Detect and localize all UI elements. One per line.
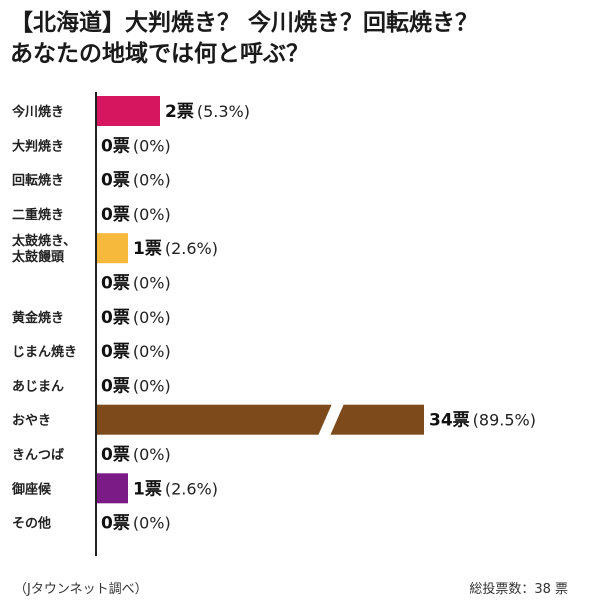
category-label: 太鼓焼き、太鼓饅頭 — [11, 233, 76, 265]
value-label: 1票 (2.6%) — [133, 239, 218, 259]
category-label: 御座候 — [11, 481, 52, 497]
category-label: 黄金焼き — [12, 310, 64, 326]
category-label: その他 — [12, 516, 51, 532]
value-label: 0票 (0%) — [101, 308, 171, 328]
value-label: 0票 (0%) — [101, 205, 171, 225]
value-label: 0票 (0%) — [101, 171, 171, 191]
category-label: おやき — [12, 414, 51, 429]
chart-title-line2: あなたの地域では何と呼ぶ？ — [10, 41, 309, 67]
bar — [96, 404, 424, 435]
source-note: （Jタウンネット調べ） — [14, 582, 148, 597]
category-label: あじまん — [12, 379, 64, 394]
bar — [96, 233, 128, 264]
chart-title: 【北海道】大判焼き？ 今川焼き？回転焼き？ あなたの地域では何と呼ぶ？ — [10, 8, 582, 70]
category-label: 二重焼き — [12, 207, 64, 223]
value-label: 2票 (5.3%) — [165, 102, 250, 122]
value-label: 0票 (0%) — [101, 376, 171, 396]
value-label: 0票 (0%) — [101, 136, 171, 156]
category-label: きんつば — [12, 448, 64, 463]
category-label: 回転焼き — [12, 173, 64, 189]
category-label: 今川焼き — [11, 104, 64, 120]
value-label: 0票 (0%) — [101, 514, 171, 534]
value-label: 0票 (0%) — [101, 342, 171, 362]
total-votes: 総投票数：38 票 — [469, 582, 568, 597]
value-label: 0票 (0%) — [101, 274, 171, 294]
value-label: 1票 (2.6%) — [133, 479, 218, 499]
category-label: じまん焼き — [12, 344, 77, 360]
bar — [96, 473, 128, 504]
category-label: 大判焼き — [12, 138, 64, 154]
axis-break-gap — [318, 403, 344, 436]
value-label: 34票 (89.5%) — [429, 411, 536, 431]
bar — [96, 96, 160, 126]
chart-title-line1: 【北海道】大判焼き？ 今川焼き？回転焼き？ — [10, 10, 479, 36]
value-label: 0票 (0%) — [101, 445, 171, 465]
